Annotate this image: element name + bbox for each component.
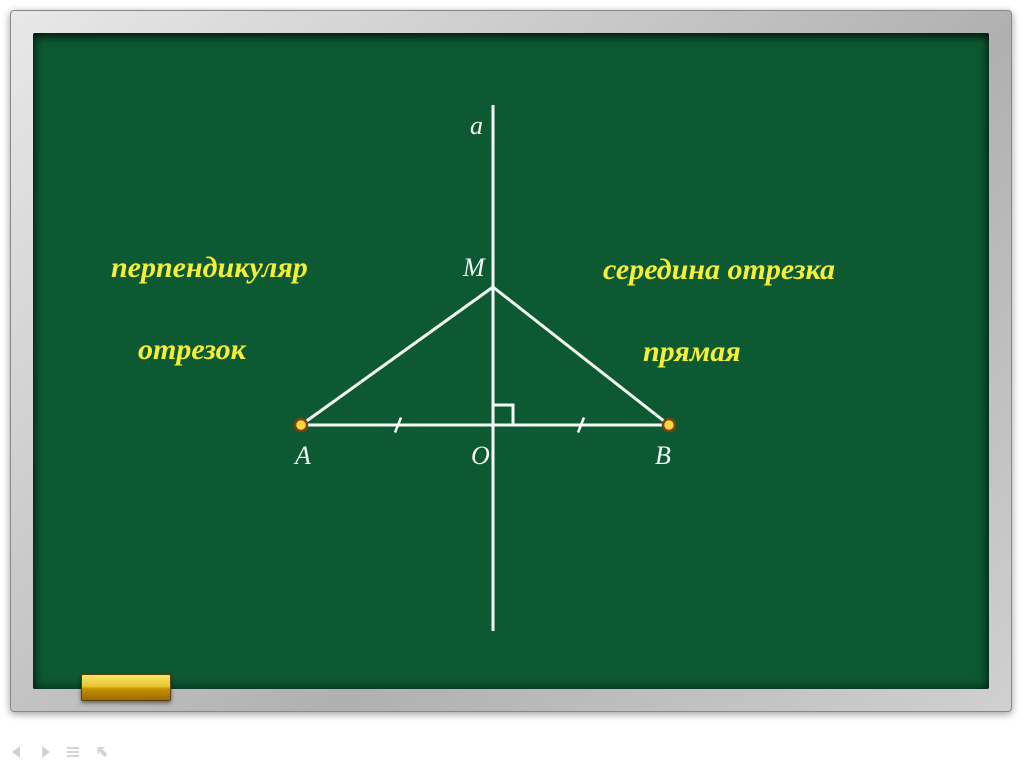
chalkboard-surface: перпендикуляр отрезок середина отрезка прям… [33, 33, 989, 689]
label-A: А [295, 441, 311, 471]
label-perpendicular: перпендикуляр [111, 251, 308, 285]
label-segment: отрезок [138, 333, 246, 367]
label-O: О [471, 441, 490, 471]
label-a: а [470, 111, 483, 141]
prev-slide-button[interactable] [8, 743, 26, 761]
slide-controls[interactable] [8, 743, 110, 761]
menu-button[interactable] [64, 743, 82, 761]
label-midpoint: середина отрезка [603, 253, 835, 287]
label-M: М [463, 253, 485, 283]
chalkboard-frame: перпендикуляр отрезок середина отрезка прям… [10, 10, 1012, 712]
fullscreen-button[interactable] [92, 743, 110, 761]
eraser-icon [81, 674, 171, 701]
next-slide-button[interactable] [36, 743, 54, 761]
label-B: В [655, 441, 671, 471]
label-line: прямая [643, 335, 741, 369]
